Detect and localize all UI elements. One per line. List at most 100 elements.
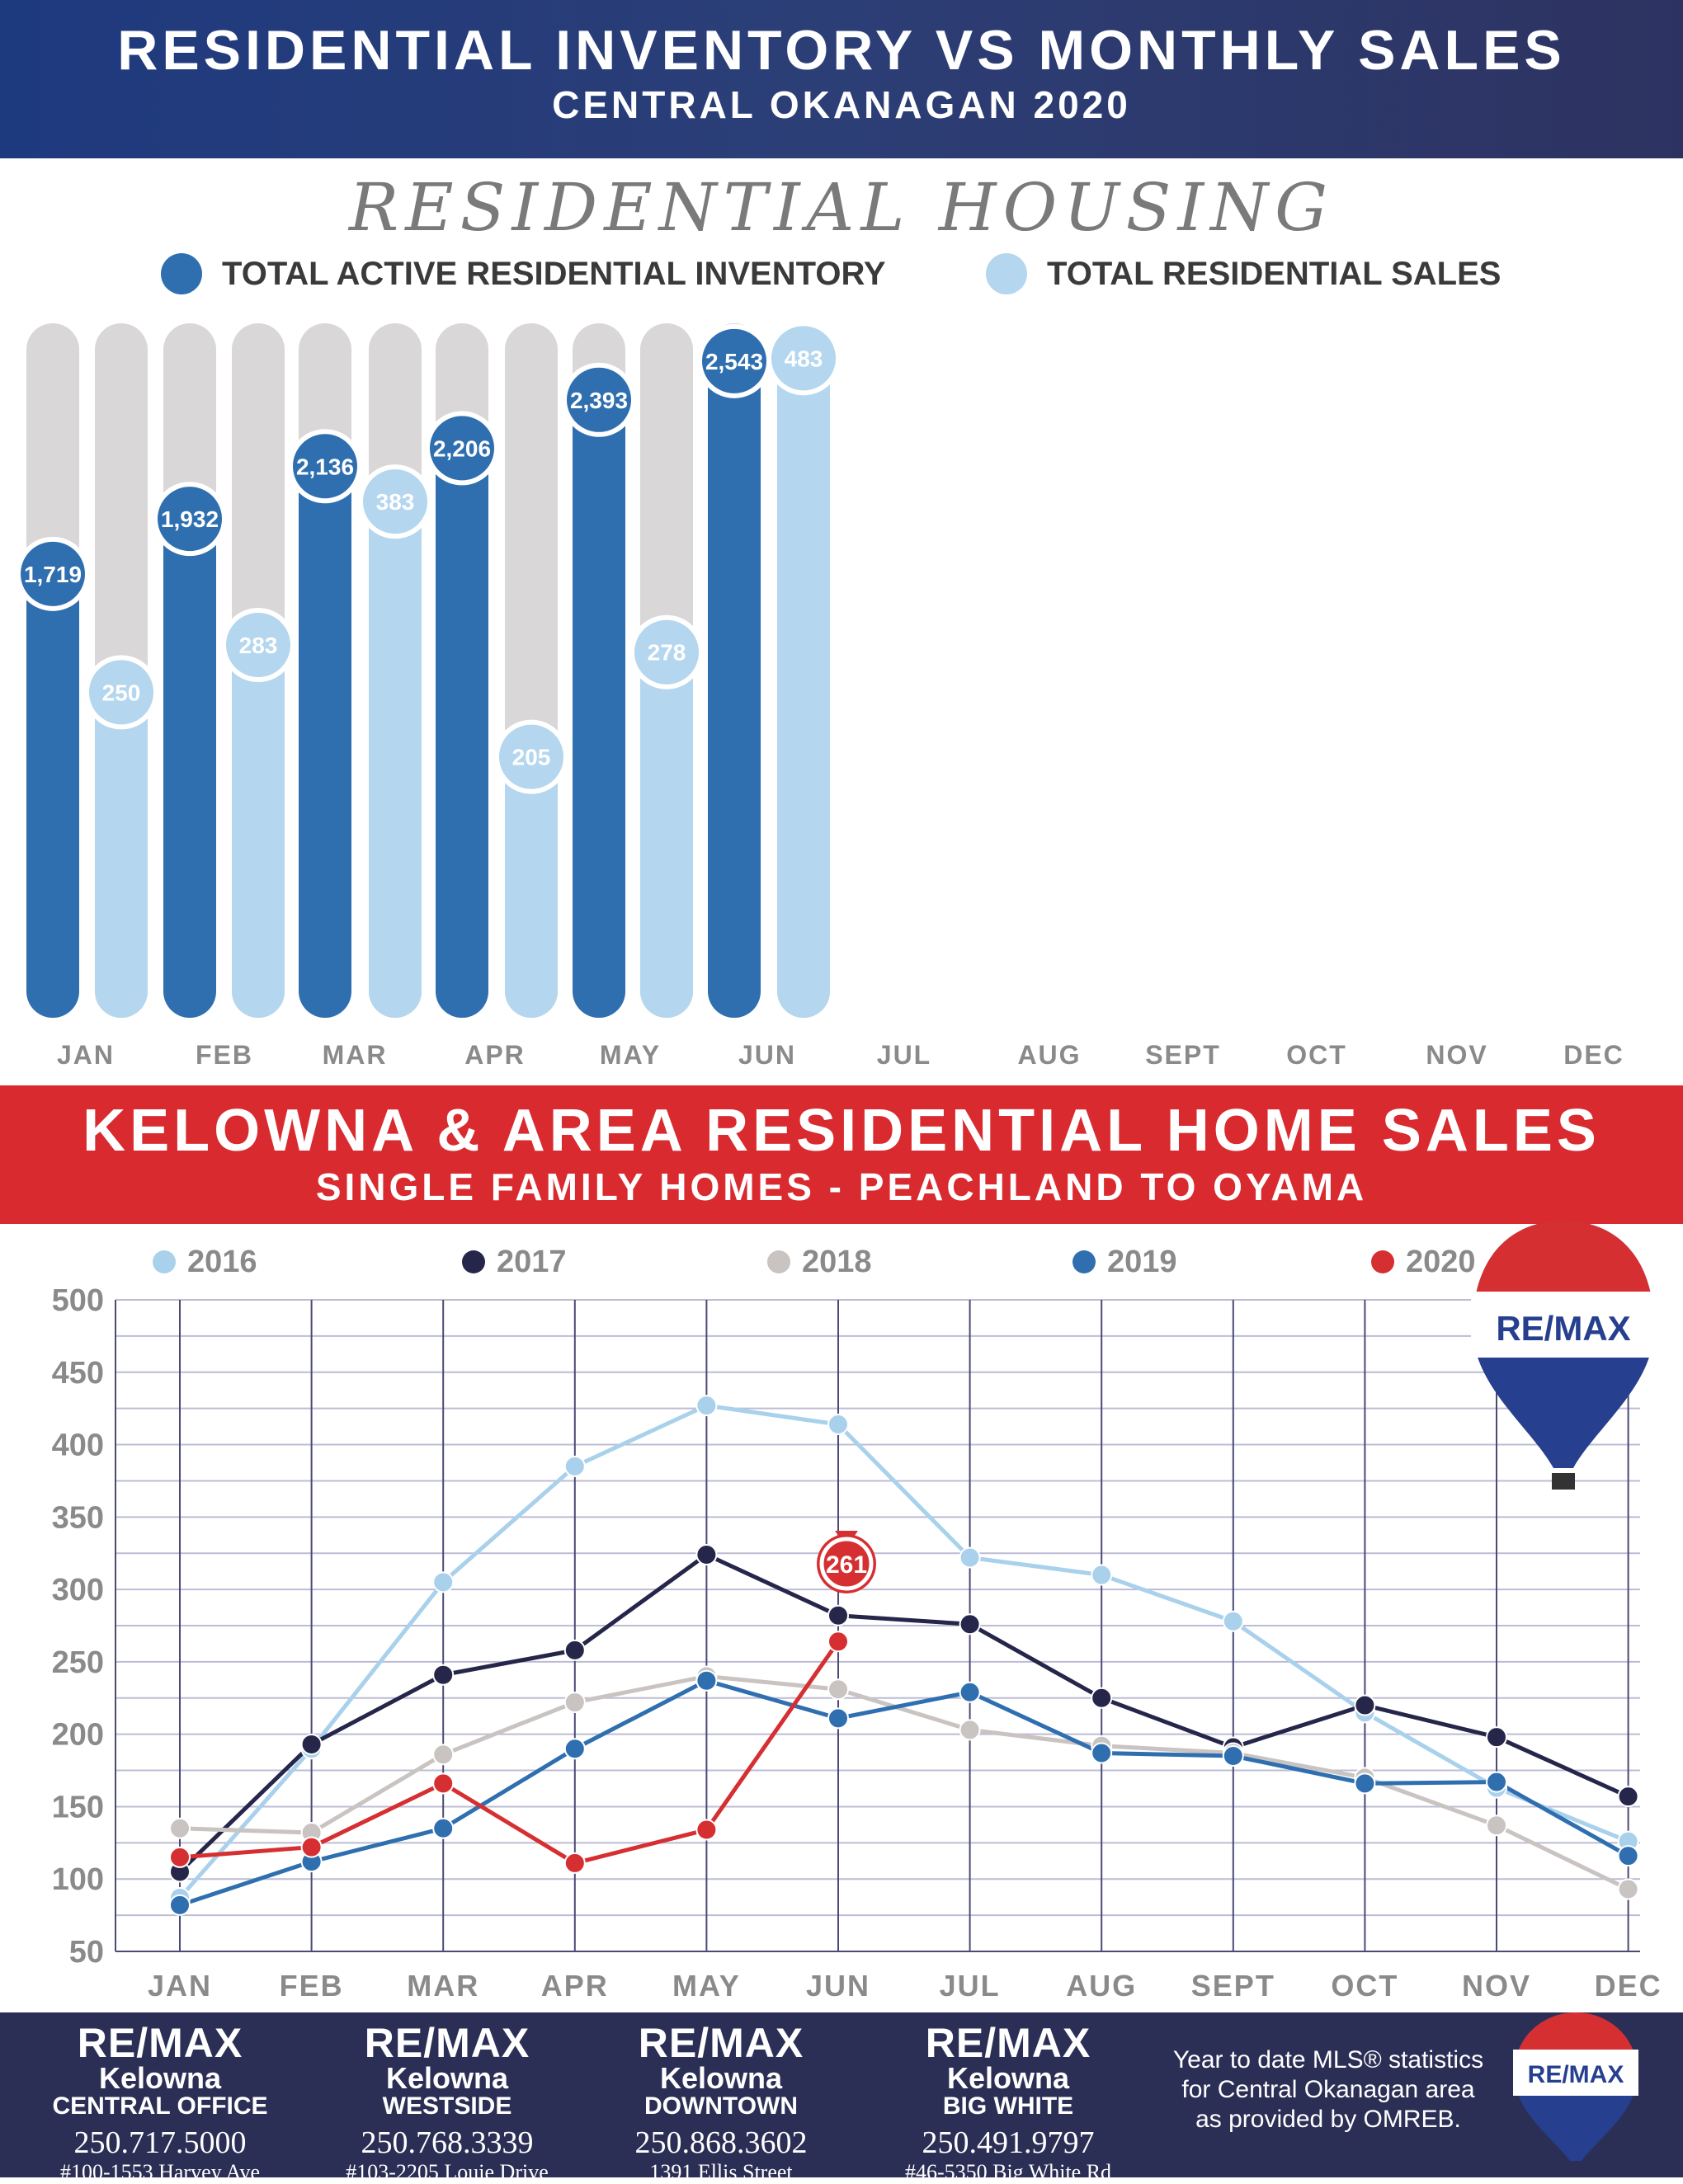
series-line-2020 <box>179 1640 841 1866</box>
y-tick-label: 350 <box>52 1500 104 1535</box>
data-point-2020 <box>169 1846 191 1868</box>
office-city: Kelowna <box>385 2061 509 2095</box>
y-tick-label: 50 <box>69 1935 104 1970</box>
remax-balloon-icon: RE/MAX <box>1513 2012 1638 2161</box>
bar-x-tick-label: SEPT <box>1145 1040 1221 1070</box>
data-point-2019 <box>1354 1772 1376 1795</box>
x-tick-label: OCT <box>1331 1969 1398 2003</box>
sales-bar <box>777 358 830 1018</box>
legend-dot-icon <box>161 253 202 294</box>
legend-item-inventory: TOTAL ACTIVE RESIDENTIAL INVENTORY <box>161 249 886 299</box>
logo-text: RE/MAX <box>1496 1309 1630 1348</box>
y-tick-label: 200 <box>52 1718 104 1753</box>
data-point-2016 <box>563 1455 586 1477</box>
sales-data-label: 250 <box>102 680 141 705</box>
data-point-2017 <box>827 1604 849 1626</box>
legend-dot-icon <box>153 1250 176 1273</box>
x-tick-label: JAN <box>148 1969 212 2003</box>
inventory-label-bubble <box>562 362 636 437</box>
inventory-label-bubble <box>425 411 499 486</box>
inventory-label-bubble <box>16 536 90 611</box>
office-branch: DOWNTOWN <box>644 2092 799 2120</box>
inventory-bar <box>708 360 761 1018</box>
data-point-2019 <box>169 1894 191 1916</box>
page-title: RESIDENTIAL INVENTORY VS MONTHLY SALES <box>117 19 1566 82</box>
data-point-2017 <box>1354 1694 1376 1716</box>
x-tick-label: MAR <box>407 1969 479 2003</box>
sales-data-label: 283 <box>239 633 278 658</box>
callout-label: 261 <box>826 1551 867 1579</box>
page-subtitle: CENTRAL OKANAGAN 2020 <box>552 83 1131 126</box>
y-tick-label: 500 <box>52 1283 104 1318</box>
inventory-bar <box>26 573 79 1018</box>
legend-label: TOTAL ACTIVE RESIDENTIAL INVENTORY <box>222 255 886 292</box>
legend-label: 2020 <box>1406 1244 1476 1279</box>
section-banner: KELOWNA & AREA RESIDENTIAL HOME SALES SI… <box>0 1085 1683 1224</box>
series-line-2017 <box>178 1552 1629 1874</box>
data-point-2017 <box>563 1639 586 1661</box>
legend-label: 2016 <box>187 1244 257 1279</box>
x-tick-label: DEC <box>1595 1969 1662 2003</box>
inventory-label-bubble <box>153 482 227 557</box>
data-point-2016 <box>432 1571 455 1593</box>
office-branch: CENTRAL OFFICE <box>52 2092 268 2120</box>
bar-x-tick-label: MAR <box>323 1040 388 1070</box>
sales-data-label: 383 <box>376 489 415 515</box>
data-point-2020 <box>432 1772 455 1795</box>
office-branch: WESTSIDE <box>382 2092 512 2120</box>
office-city: Kelowna <box>98 2061 222 2095</box>
inventory-data-label: 1,719 <box>24 562 82 587</box>
data-point-2020 <box>563 1852 586 1874</box>
data-point-2019 <box>695 1669 718 1692</box>
inventory-data-label: 2,206 <box>433 435 491 461</box>
office-address: 1391 Ellis Street <box>649 2160 793 2184</box>
data-point-2017 <box>432 1664 455 1686</box>
x-tick-label: JUN <box>806 1969 870 2003</box>
y-tick-label: 150 <box>52 1790 104 1824</box>
legend-item-2019: 2019 <box>1072 1237 1177 1287</box>
office-address: #103-2205 Louie Drive <box>346 2160 549 2184</box>
inventory-data-label: 2,136 <box>296 454 354 479</box>
footer: RE/MAX Kelowna CENTRAL OFFICE 250.717.50… <box>0 2012 1683 2184</box>
office-address: #46-5350 Big White Rd <box>904 2160 1112 2184</box>
office-branch: BIG WHITE <box>942 2092 1074 2120</box>
legend-item-2018: 2018 <box>767 1237 872 1287</box>
bar-x-tick-label: NOV <box>1426 1040 1487 1070</box>
data-point-2019 <box>827 1707 849 1730</box>
office-phone: 250.717.5000 <box>73 2125 247 2160</box>
inventory-sales-bar-chart: 1,719 250 1,932 283 2,136 383 2,206 205 2,393 278… <box>16 321 1623 1070</box>
sales-bar <box>640 652 693 1018</box>
x-tick-label: SEPT <box>1191 1969 1275 2003</box>
office-brand: RE/MAX <box>638 2020 804 2066</box>
y-tick-label: 250 <box>52 1645 104 1680</box>
inventory-label-bubble <box>288 429 362 504</box>
sales-label-bubble <box>629 614 704 690</box>
office-downtown: RE/MAX Kelowna DOWNTOWN 250.868.3602 139… <box>597 2022 845 2184</box>
data-point-2019 <box>432 1817 455 1839</box>
office-big-white: RE/MAX Kelowna BIG WHITE 250.491.9797 #4… <box>884 2022 1132 2184</box>
y-tick-label: 400 <box>52 1429 104 1463</box>
data-point-2020 <box>827 1631 849 1653</box>
y-tick-label: 450 <box>52 1356 104 1391</box>
series-line-2019 <box>179 1678 1629 1908</box>
section-subtitle: SINGLE FAMILY HOMES - PEACHLAND TO OYAMA <box>315 1165 1368 1208</box>
office-phone: 250.868.3602 <box>634 2125 808 2160</box>
legend-label: 2018 <box>802 1244 872 1279</box>
x-tick-label: MAY <box>672 1969 741 2003</box>
x-tick-label: AUG <box>1066 1969 1137 2003</box>
data-point-2016 <box>827 1413 849 1435</box>
x-tick-label: JUL <box>940 1969 1001 2003</box>
inventory-data-label: 2,543 <box>705 349 763 374</box>
data-point-2018 <box>959 1719 981 1741</box>
legend-dot-icon <box>462 1250 485 1273</box>
data-point-2017 <box>1617 1786 1639 1808</box>
x-tick-label: NOV <box>1462 1969 1531 2003</box>
section-heading: RESIDENTIAL HOUSING <box>349 169 1334 246</box>
inventory-bar <box>163 519 216 1018</box>
bar-x-tick-label: OCT <box>1286 1040 1347 1070</box>
office-brand: RE/MAX <box>364 2020 530 2066</box>
office-phone: 250.491.9797 <box>922 2125 1095 2160</box>
data-point-2018 <box>169 1817 191 1839</box>
data-point-2019 <box>1091 1742 1113 1764</box>
legend-label: 2017 <box>497 1244 567 1279</box>
